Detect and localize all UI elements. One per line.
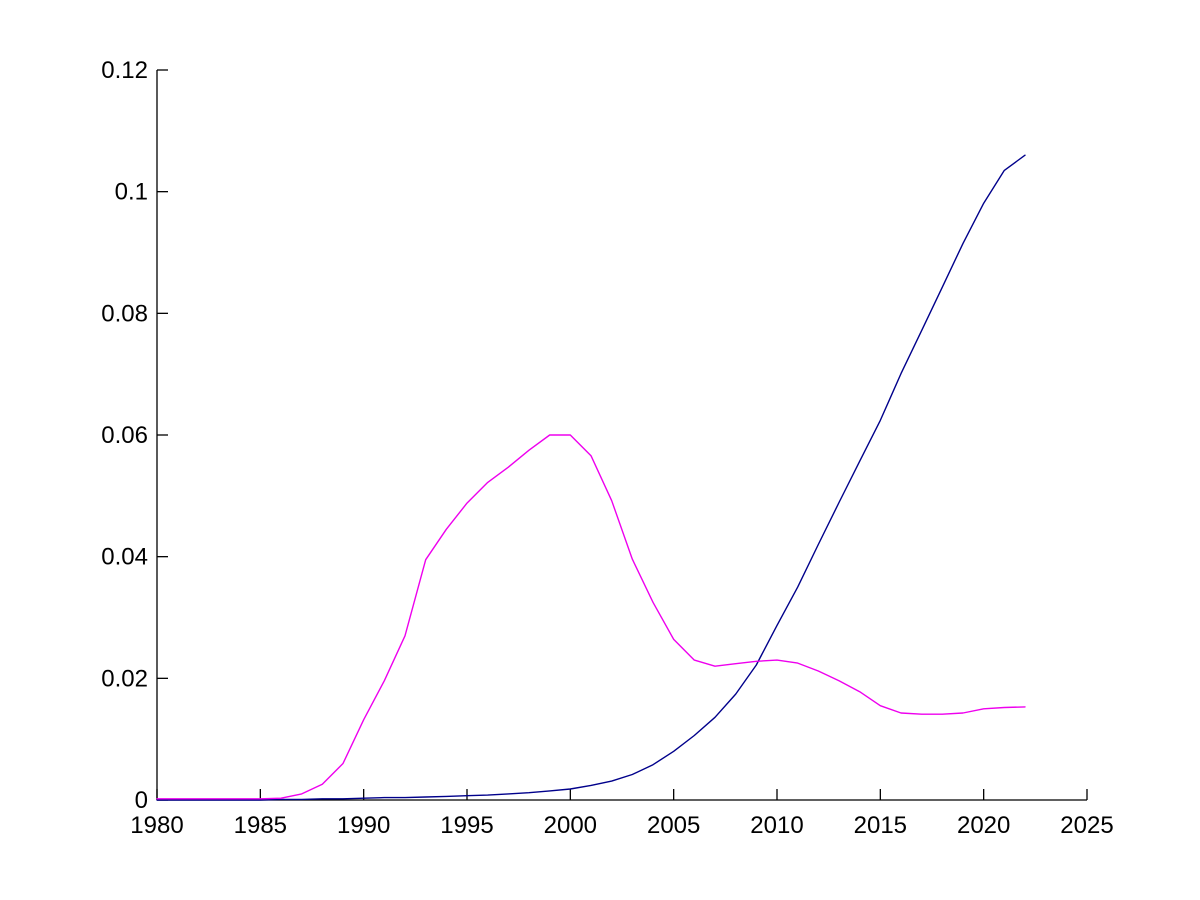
axes (156, 70, 1087, 801)
x-tick-label: 2010 (750, 812, 803, 839)
y-tick-label: 0.12 (101, 57, 148, 84)
x-tick-label: 2015 (854, 812, 907, 839)
x-tick-label: 2025 (1060, 812, 1113, 839)
x-tick-label: 1995 (440, 812, 493, 839)
axis-tick-labels: 1980 1985 1990 1995 2000 2005 2010 2015 2020 2025… (101, 57, 1113, 839)
series-lines (156, 154, 1026, 801)
x-tick-label: 1980 (130, 812, 183, 839)
axis-ticks (156, 69, 1088, 801)
y-tick-label: 0.1 (115, 179, 148, 206)
x-tick-label: 2000 (544, 812, 597, 839)
x-tick-label: 2005 (647, 812, 700, 839)
y-tick-label: 0.02 (101, 665, 148, 692)
y-tick-label: 0.06 (101, 422, 148, 449)
series-line-blue (156, 154, 1026, 801)
y-tick-label: 0.04 (101, 544, 148, 571)
x-tick-label: 1985 (234, 812, 287, 839)
y-tick-label: 0 (135, 787, 148, 814)
x-tick-label: 2020 (957, 812, 1010, 839)
y-tick-label: 0.08 (101, 300, 148, 327)
series-line-magenta (156, 434, 1026, 800)
x-tick-label: 1990 (337, 812, 390, 839)
